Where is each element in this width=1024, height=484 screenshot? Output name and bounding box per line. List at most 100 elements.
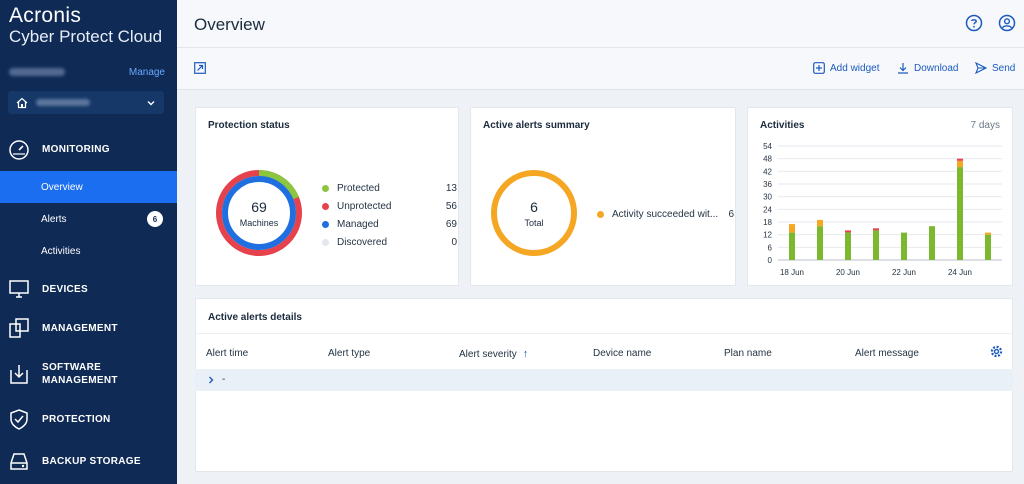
legend-dot [322,220,329,228]
tenant-selector[interactable] [8,91,164,114]
bar-segment [789,224,795,233]
layers-icon [9,318,29,338]
nav-management[interactable]: MANAGEMENT [0,316,177,340]
monitor-icon [9,280,29,298]
legend-dot [322,238,329,246]
bar-segment [957,167,963,260]
legend-dot [322,202,329,210]
brand-logo: Acronis Cyber Protect Cloud [9,4,163,46]
nav-activities[interactable]: Activities [41,245,81,257]
home-icon [16,97,28,108]
help-icon[interactable] [965,14,983,32]
expand-icon[interactable] [194,62,206,74]
legend-dot [322,184,329,192]
nav-devices[interactable]: DEVICES [0,277,177,301]
sort-ascending-icon: ↑ [522,348,529,360]
manage-link[interactable]: Manage [128,66,165,78]
x-tick-label: 20 Jun [836,268,860,277]
y-tick-label: 24 [763,205,772,214]
bar-segment [957,158,963,161]
alerts-summary-widget: Active alerts summary 6 Total Activity s… [470,107,736,286]
y-tick-label: 0 [768,256,773,265]
topbar: Overview [177,0,1024,48]
chevron-right-icon[interactable] [207,376,215,384]
activities-chart: 0 6 12 18 24 30 36 42 48 54 18 Jun 20 Jun 22 Jun 24 J… [763,142,1002,277]
chevron-down-icon [147,100,155,105]
bar-segment [817,219,823,227]
bar-segment [845,232,851,260]
col-plan-name[interactable]: Plan name [724,348,772,359]
managed-ring [222,176,296,250]
col-alert-message[interactable]: Alert message [855,348,919,359]
y-tick-label: 18 [763,218,772,227]
download-icon [898,63,908,74]
y-tick-label: 12 [763,231,772,240]
y-tick-label: 48 [763,155,772,164]
protection-status-widget: Protection status 69 Machines Protected 1… [195,107,459,286]
x-tick-label: 24 Jun [948,268,972,277]
nav-protection[interactable]: PROTECTION [0,407,177,431]
sidebar: Acronis Cyber Protect Cloud Manage MONIT… [0,0,177,484]
y-tick-label: 42 [763,167,772,176]
col-alert-severity[interactable]: Alert severity ↑ [459,348,529,360]
plus-square-icon [813,62,825,74]
col-alert-time[interactable]: Alert time [206,348,249,359]
nav-backup-storage[interactable]: BACKUP STORAGE [0,449,177,473]
col-alert-type[interactable]: Alert type [328,348,371,359]
alerts-donut-center: 6 Total [524,199,544,228]
legend-item: Managed 69 [322,215,457,233]
legend-item: Protected 13 [322,179,457,197]
y-tick-label: 36 [763,180,772,189]
activities-period: 7 days [970,120,1000,131]
alerts-legend: Activity succeeded wit... 6 [597,205,734,223]
bar-segment [873,228,879,231]
col-device-name[interactable]: Device name [593,348,652,359]
x-tick-label: 22 Jun [892,268,916,277]
y-tick-label: 54 [763,142,772,151]
bar-segment [929,226,935,260]
user-account-icon[interactable] [998,14,1016,32]
page-title: Overview [194,15,265,34]
y-tick-label: 6 [768,243,773,252]
bar-segment [957,160,963,168]
nav-software-management[interactable]: SOFTWARE MANAGEMENT [0,361,177,387]
nav-alerts[interactable]: Alerts 6 [0,203,177,235]
bar-segment [845,230,851,233]
send-icon [975,62,987,74]
tenant-row: Manage [9,66,165,78]
legend-item: Unprotected 56 [322,197,457,215]
bar-segment [901,232,907,260]
gear-icon[interactable] [990,345,1003,358]
send-button[interactable]: Send [975,62,1015,74]
software-download-icon [10,365,28,384]
legend-item: Discovered 0 [322,233,457,251]
legend-item: Activity succeeded wit... 6 [597,205,734,223]
protection-legend: Protected 13 Unprotected 56 Managed 69 Disc… [322,179,457,251]
x-tick-label: 18 Jun [780,268,804,277]
toolbar: Add widget Download Send [177,48,1024,90]
protected-arc [216,170,302,256]
protection-donut-center: 69 Machines [239,199,279,228]
row-value: - [222,374,226,385]
shield-icon [10,409,28,430]
add-widget-button[interactable]: Add widget [813,62,879,74]
y-tick-label: 30 [763,193,772,202]
table-row[interactable]: - [195,369,1013,391]
bar-segment [985,234,991,260]
tenant-name-blurred [9,68,65,76]
protection-donut [216,170,302,256]
bar-segment [873,230,879,260]
bar-segment [789,232,795,260]
nav-overview[interactable]: Overview [0,171,177,203]
activities-widget: Activities 7 days 0 6 12 18 24 30 36 42 48 54 18 J… [747,107,1013,286]
bar-segment [985,232,991,235]
legend-dot [597,210,604,218]
download-button[interactable]: Download [897,62,958,74]
alerts-donut [491,170,577,256]
storage-icon [10,453,28,470]
bar-segment [817,226,823,260]
divider [196,333,1012,334]
alerts-count-badge: 6 [147,211,163,227]
nav-monitoring[interactable]: MONITORING [0,137,177,161]
alerts-ring [491,170,577,256]
